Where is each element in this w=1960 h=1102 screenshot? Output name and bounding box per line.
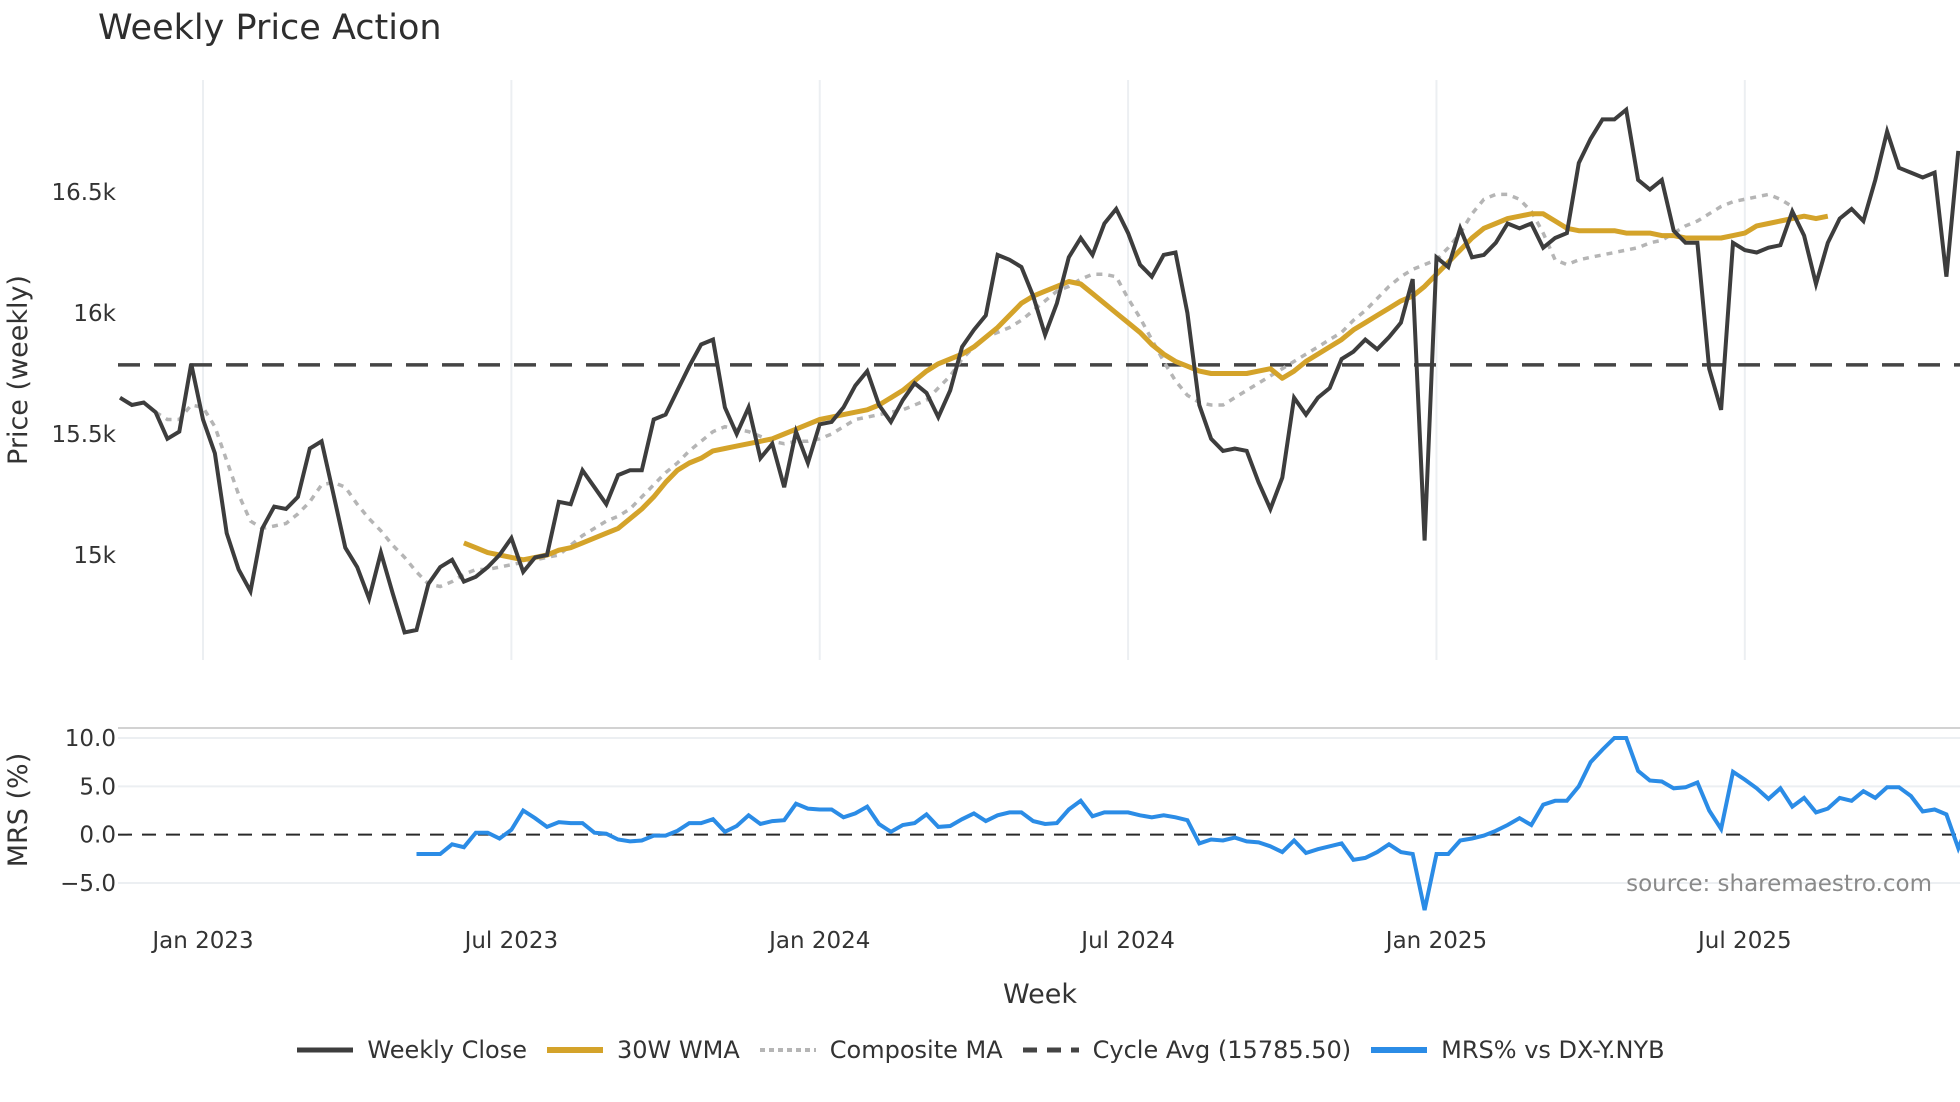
legend-swatch-icon	[547, 1047, 604, 1053]
legend-item-cycle-avg[interactable]: Cycle Avg (15785.50)	[1021, 1036, 1352, 1064]
wma-line	[462, 211, 1829, 563]
axes: Jan 2023 Jul 2023 Jan 2024 Jul 2024 Jan 2025…	[3, 180, 1932, 1010]
x-tick-label: Jul 2023	[463, 928, 559, 954]
mrs-axis-title: MRS (%)	[3, 753, 34, 868]
x-tick-label: Jul 2025	[1696, 928, 1792, 954]
x-tick-label: Jan 2023	[150, 928, 253, 954]
y-tick-label: 15.5k	[51, 422, 116, 448]
legend-label: MRS% vs DX-Y.NYB	[1441, 1036, 1665, 1064]
weekly-close-line	[118, 105, 1960, 635]
y-tick-label: 15k	[73, 543, 116, 569]
legend-item-mrs[interactable]: MRS% vs DX-Y.NYB	[1369, 1036, 1665, 1064]
x-tick-label: Jan 2024	[767, 928, 870, 954]
legend-swatch-icon	[1022, 1047, 1079, 1053]
mrs-y-tick-label: −5.0	[60, 871, 116, 897]
mrs-line	[416, 736, 1960, 911]
legend-label: Cycle Avg (15785.50)	[1092, 1036, 1352, 1064]
x-gridlines	[202, 80, 1746, 660]
y-axis-title: Price (weekly)	[3, 275, 34, 465]
price-panel	[118, 105, 1960, 635]
x-tick-label: Jul 2024	[1079, 928, 1175, 954]
x-tick-label: Jan 2025	[1384, 928, 1487, 954]
chart-title: Weekly Price Action	[98, 8, 442, 48]
composite-ma-line	[154, 192, 1794, 589]
mrs-y-tick-label: 10.0	[65, 726, 116, 752]
x-axis-title: Week	[1003, 979, 1077, 1010]
legend-label: Weekly Close	[367, 1036, 528, 1064]
legend-swatch-icon	[1371, 1047, 1428, 1053]
legend-item-wma[interactable]: 30W WMA	[545, 1036, 740, 1064]
legend-swatch-icon	[297, 1047, 354, 1053]
legend-item-composite[interactable]: Composite MA	[758, 1036, 1003, 1064]
source-label: source: sharemaestro.com	[1626, 871, 1932, 897]
y-tick-label: 16k	[73, 301, 116, 327]
legend: Weekly Close 30W WMA Composite MA Cycle Avg…	[0, 1036, 1960, 1064]
legend-label: 30W WMA	[617, 1036, 740, 1064]
y-tick-label: 16.5k	[51, 180, 116, 206]
legend-label: Composite MA	[829, 1036, 1003, 1064]
legend-item-weekly-close[interactable]: Weekly Close	[295, 1036, 527, 1064]
mrs-panel	[118, 727, 1960, 911]
mrs-y-tick-label: 5.0	[79, 774, 116, 800]
legend-swatch-icon	[759, 1048, 816, 1052]
mrs-y-tick-label: 0.0	[79, 823, 116, 849]
